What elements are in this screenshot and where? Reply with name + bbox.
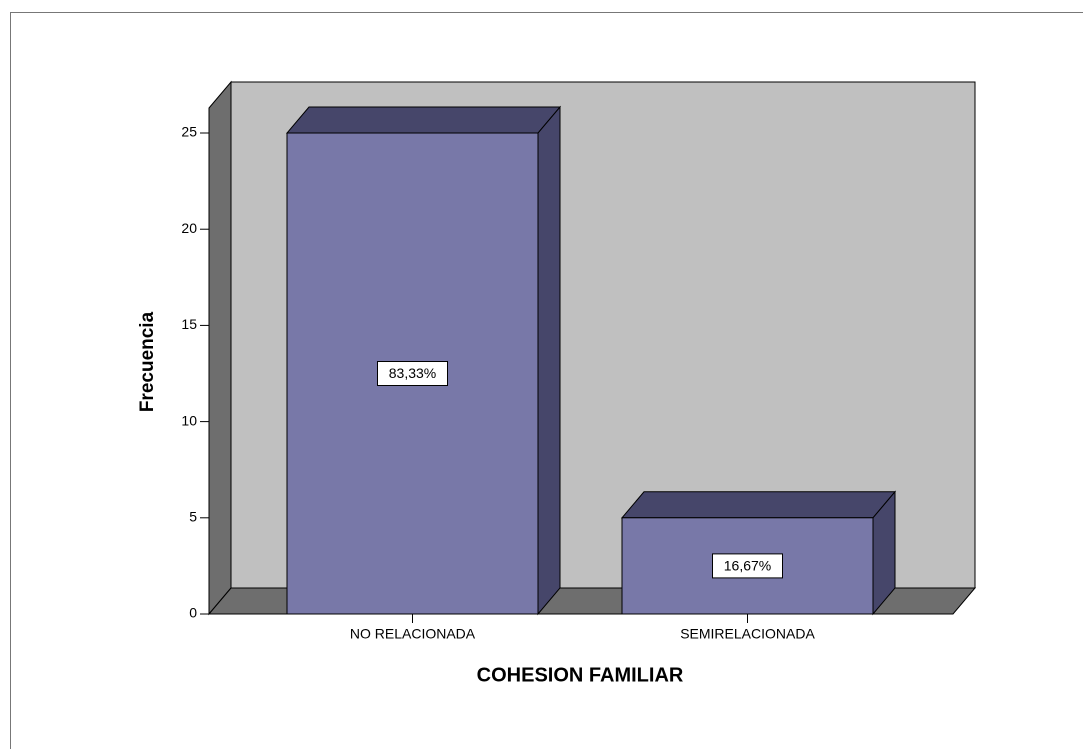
plot-area: 0 5 10 15 20 25 83,33% NO RELACIONADA 16,67% SEMI… — [181, 80, 977, 642]
bar-top — [285, 106, 562, 134]
y-tick-label: 25 — [181, 124, 197, 140]
data-label: 16,67% — [724, 558, 771, 574]
y-tick-label: 5 — [189, 509, 197, 525]
bar-top — [620, 491, 897, 519]
y-tick-label: 15 — [181, 316, 197, 332]
data-label-box — [712, 553, 783, 579]
y-tick-label: 0 — [189, 605, 197, 621]
data-label: 83,33% — [389, 365, 436, 381]
y-tick-label: 20 — [181, 220, 197, 236]
left-wall — [208, 80, 232, 616]
bar-side — [537, 105, 561, 616]
y-tick-label: 10 — [181, 412, 197, 428]
y-axis-label: Frecuencia — [137, 311, 158, 412]
data-label-box — [377, 361, 448, 387]
x-tick-label: NO RELACIONADA — [350, 626, 476, 642]
x-tick-label: SEMIRELACIONADA — [680, 626, 815, 642]
x-axis-label: COHESION FAMILIAR — [477, 664, 684, 686]
